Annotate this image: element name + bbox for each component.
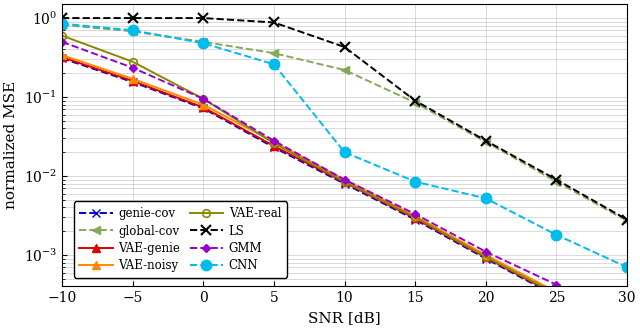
genie-cov xyxy=(482,257,490,261)
Line: VAE-real: VAE-real xyxy=(58,32,631,329)
VAE-genie xyxy=(58,55,66,59)
GMM xyxy=(623,316,631,320)
GMM xyxy=(552,283,560,287)
Line: global-cov: global-cov xyxy=(58,21,631,225)
VAE-noisy xyxy=(270,140,278,144)
VAE-real xyxy=(340,180,348,184)
VAE-noisy xyxy=(482,253,490,257)
global-cov xyxy=(200,40,207,44)
X-axis label: SNR [dB]: SNR [dB] xyxy=(308,311,381,325)
LS xyxy=(412,99,419,103)
global-cov xyxy=(129,29,136,33)
VAE-noisy xyxy=(412,214,419,218)
VAE-noisy xyxy=(200,103,207,107)
GMM xyxy=(129,66,136,70)
VAE-noisy xyxy=(623,326,631,329)
GMM xyxy=(200,97,207,101)
global-cov xyxy=(270,51,278,55)
CNN xyxy=(129,28,136,32)
global-cov xyxy=(412,101,419,105)
GMM xyxy=(58,40,66,44)
genie-cov xyxy=(412,218,419,222)
Line: VAE-genie: VAE-genie xyxy=(58,53,631,329)
Line: genie-cov: genie-cov xyxy=(58,54,631,329)
LS xyxy=(340,45,348,49)
genie-cov xyxy=(129,80,136,84)
VAE-noisy xyxy=(340,178,348,182)
LS xyxy=(200,16,207,20)
VAE-genie xyxy=(552,293,560,297)
global-cov xyxy=(340,68,348,72)
CNN xyxy=(270,62,278,66)
Legend: genie-cov, global-cov, VAE-genie, VAE-noisy, VAE-real, LS, GMM, CNN: genie-cov, global-cov, VAE-genie, VAE-no… xyxy=(74,201,287,278)
LS xyxy=(58,16,66,20)
genie-cov xyxy=(58,56,66,60)
global-cov xyxy=(552,180,560,184)
CNN xyxy=(552,233,560,237)
LS xyxy=(482,139,490,143)
CNN xyxy=(340,150,348,154)
VAE-real xyxy=(482,255,490,259)
VAE-genie xyxy=(482,256,490,260)
Line: LS: LS xyxy=(57,13,632,225)
CNN xyxy=(623,265,631,269)
CNN xyxy=(412,180,419,184)
VAE-noisy xyxy=(552,290,560,294)
LS xyxy=(270,20,278,24)
Y-axis label: normalized MSE: normalized MSE xyxy=(4,81,18,210)
global-cov xyxy=(482,140,490,144)
Line: GMM: GMM xyxy=(59,39,630,321)
genie-cov xyxy=(200,106,207,110)
genie-cov xyxy=(270,145,278,149)
global-cov xyxy=(58,23,66,27)
VAE-real xyxy=(129,60,136,64)
CNN xyxy=(200,41,207,45)
VAE-noisy xyxy=(58,53,66,57)
VAE-genie xyxy=(200,105,207,109)
VAE-genie xyxy=(129,79,136,83)
VAE-real xyxy=(270,141,278,145)
Line: VAE-noisy: VAE-noisy xyxy=(58,51,631,329)
LS xyxy=(623,218,631,222)
VAE-genie xyxy=(340,180,348,184)
GMM xyxy=(482,250,490,254)
CNN xyxy=(58,22,66,26)
CNN xyxy=(482,196,490,200)
VAE-noisy xyxy=(129,77,136,81)
VAE-genie xyxy=(412,216,419,220)
GMM xyxy=(340,178,348,182)
VAE-genie xyxy=(270,144,278,148)
global-cov xyxy=(623,219,631,223)
genie-cov xyxy=(340,182,348,186)
LS xyxy=(129,16,136,20)
LS xyxy=(552,178,560,182)
genie-cov xyxy=(552,294,560,298)
Line: CNN: CNN xyxy=(57,18,632,272)
VAE-real xyxy=(200,97,207,101)
GMM xyxy=(412,212,419,216)
VAE-real xyxy=(412,215,419,219)
GMM xyxy=(270,139,278,143)
VAE-real xyxy=(552,292,560,296)
VAE-real xyxy=(58,34,66,38)
